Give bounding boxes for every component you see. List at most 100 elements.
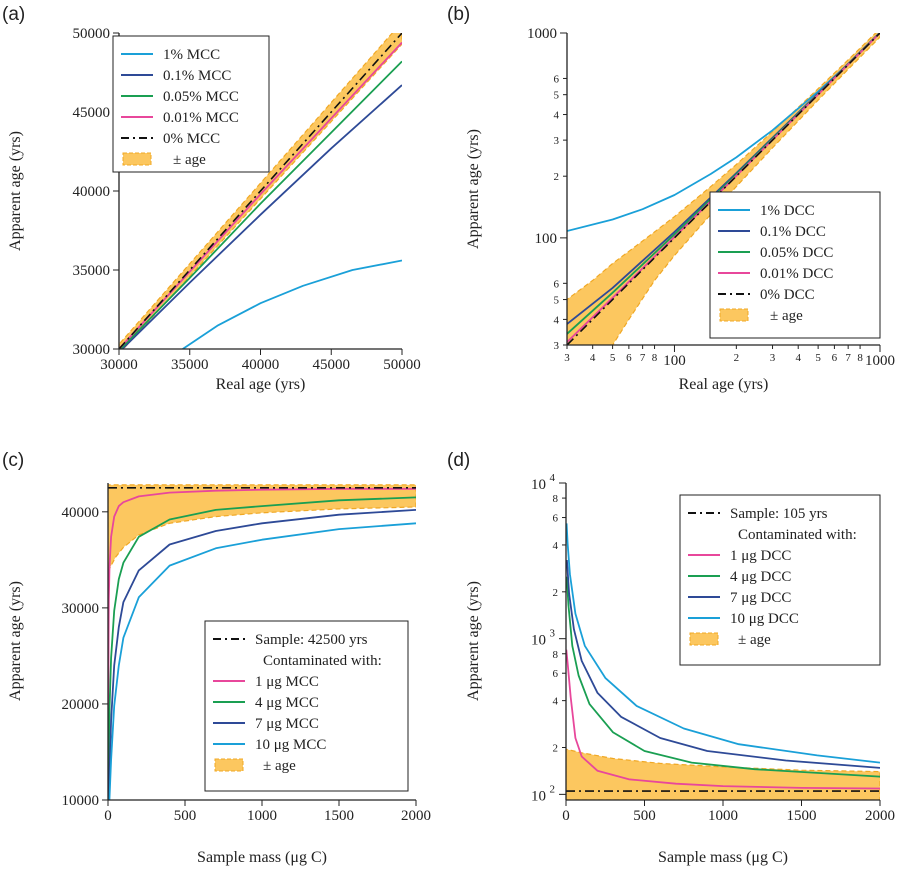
x-axis-label: Real age (yrs) bbox=[679, 376, 769, 393]
x-axis-label: Real age (yrs) bbox=[216, 376, 306, 393]
y-tick-label: 35000 bbox=[73, 263, 111, 279]
x-tick-label: 2000 bbox=[401, 808, 431, 824]
legend-band-swatch bbox=[689, 632, 719, 646]
series-line-1-g-mcc bbox=[108, 487, 416, 714]
series-line-1-mcc bbox=[182, 259, 402, 349]
plot-area bbox=[108, 484, 416, 800]
legend-band-label: ± age bbox=[738, 632, 771, 648]
y-tick-label: 45000 bbox=[73, 105, 111, 121]
panel-title: (c) bbox=[2, 450, 24, 471]
y-axis-label: Apparent age (yrs) bbox=[7, 131, 24, 251]
x-tick-minor-label: 3 bbox=[770, 352, 776, 364]
y-tick-minor-label: 8 bbox=[553, 649, 559, 661]
x-tick-minor-label: 5 bbox=[815, 352, 821, 364]
x-tick-minor-label: 7 bbox=[845, 352, 851, 364]
series-line-4-g-dcc bbox=[566, 576, 880, 778]
x-tick-label: 40000 bbox=[242, 357, 280, 373]
x-axis-label: Sample mass (μg C) bbox=[197, 849, 327, 866]
x-tick-minor-label: 4 bbox=[795, 352, 801, 364]
y-tick-minor-label: 4 bbox=[553, 540, 559, 552]
y-tick-minor-label: 2 bbox=[554, 171, 560, 183]
panel-a: (a) 30000 35000 40000 45000 50000 30000 35000 40… bbox=[2, 4, 421, 393]
plot-area bbox=[566, 523, 880, 800]
y-tick-label: 30000 bbox=[73, 342, 111, 358]
y-tick-label: 10 bbox=[531, 477, 546, 493]
y-tick-label: 10000 bbox=[62, 793, 100, 809]
uncertainty-band bbox=[108, 484, 416, 572]
y-tick-minor-label: 5 bbox=[554, 295, 560, 307]
x-tick-label: 35000 bbox=[171, 357, 209, 373]
x-tick-label: 45000 bbox=[313, 357, 351, 373]
x-tick-label: 1500 bbox=[324, 808, 354, 824]
series-line-1-g-dcc bbox=[566, 649, 880, 790]
y-tick-minor-label: 6 bbox=[554, 73, 560, 85]
y-tick-minor-label: 5 bbox=[554, 90, 560, 102]
panel-title: (b) bbox=[447, 4, 470, 25]
legend-label: Sample: 105 yrs bbox=[730, 506, 828, 522]
legend-label: 1% MCC bbox=[163, 47, 220, 63]
legend-label: 0.1% DCC bbox=[760, 224, 826, 240]
y-tick-label: 50000 bbox=[73, 26, 111, 42]
y-tick-label: 100 bbox=[535, 231, 558, 247]
plot-area bbox=[119, 33, 402, 349]
y-axis-label: Apparent age (yrs) bbox=[7, 581, 24, 701]
x-tick-label: 500 bbox=[174, 808, 197, 824]
y-tick-minor-label: 6 bbox=[553, 668, 559, 680]
y-tick-label: 1000 bbox=[527, 26, 557, 42]
x-tick-label: 2000 bbox=[865, 808, 895, 824]
legend-label: 1 μg MCC bbox=[255, 674, 319, 690]
legend-label: 10 μg MCC bbox=[255, 737, 326, 753]
legend-band-swatch bbox=[719, 308, 749, 322]
legend: Sample: 105 yrs Contaminated with: 1 μg DC… bbox=[679, 494, 881, 666]
y-tick-exponent: 4 bbox=[550, 472, 556, 484]
x-tick-label: 0 bbox=[562, 808, 570, 824]
y-tick-label: 10 bbox=[531, 633, 546, 649]
series-line-10-g-mcc bbox=[108, 522, 416, 800]
x-tick-label: 1000 bbox=[247, 808, 277, 824]
x-tick-label: 1500 bbox=[787, 808, 817, 824]
y-tick-minor-label: 6 bbox=[554, 278, 560, 290]
y-tick-label: 20000 bbox=[62, 697, 100, 713]
series-line-7-g-dcc bbox=[566, 559, 880, 769]
legend-label: 0.1% MCC bbox=[163, 68, 231, 84]
legend-label: 4 μg DCC bbox=[730, 569, 791, 585]
series-line-4-g-mcc bbox=[108, 496, 416, 800]
x-tick-label: 30000 bbox=[100, 357, 138, 373]
y-axis-label: Apparent age (yrs) bbox=[465, 129, 482, 249]
legend-band-label: ± age bbox=[263, 758, 296, 774]
y-tick-minor-label: 8 bbox=[553, 493, 559, 505]
legend-band-label: ± age bbox=[173, 152, 206, 168]
y-tick-minor-label: 4 bbox=[553, 696, 559, 708]
panel-title: (d) bbox=[447, 450, 470, 471]
series-line-0-dcc bbox=[567, 33, 880, 345]
legend-label: 0% DCC bbox=[760, 287, 815, 303]
y-tick-label: 30000 bbox=[62, 601, 100, 617]
y-tick-label: 10 bbox=[531, 788, 546, 804]
legend-label: 0.05% MCC bbox=[163, 89, 239, 105]
legend-label: 0% MCC bbox=[163, 131, 220, 147]
y-tick-minor-label: 4 bbox=[554, 314, 560, 326]
x-tick-minor-label: 5 bbox=[610, 352, 616, 364]
legend-label: 10 μg DCC bbox=[730, 611, 799, 627]
y-tick-exponent: 3 bbox=[550, 628, 556, 640]
legend-label: Sample: 42500 yrs bbox=[255, 632, 368, 648]
series-line-0-05-mcc bbox=[119, 60, 402, 349]
y-tick-minor-label: 6 bbox=[553, 513, 559, 525]
x-tick-label: 1000 bbox=[865, 353, 895, 369]
series-line-0-1-mcc bbox=[120, 84, 402, 349]
x-tick-label: 50000 bbox=[383, 357, 421, 373]
legend: Sample: 42500 yrs Contaminated with: 1 μg … bbox=[204, 620, 409, 792]
x-tick-minor-label: 8 bbox=[857, 352, 863, 364]
legend-box bbox=[112, 35, 270, 173]
y-tick-minor-label: 3 bbox=[554, 340, 560, 352]
y-axis-label: Apparent age (yrs) bbox=[465, 581, 482, 701]
y-tick-label: 40000 bbox=[62, 505, 100, 521]
legend-header: Contaminated with: bbox=[738, 527, 857, 543]
x-tick-label: 500 bbox=[633, 808, 656, 824]
legend: 1% DCC 0.1% DCC 0.05% DCC 0.01% DCC 0% DCC ± … bbox=[709, 191, 881, 339]
legend-label: 7 μg MCC bbox=[255, 716, 319, 732]
x-tick-minor-label: 4 bbox=[590, 352, 596, 364]
panel-c: (c) 0 500 1000 1500 2000 10000 20000 30000 40000 S… bbox=[2, 450, 431, 866]
